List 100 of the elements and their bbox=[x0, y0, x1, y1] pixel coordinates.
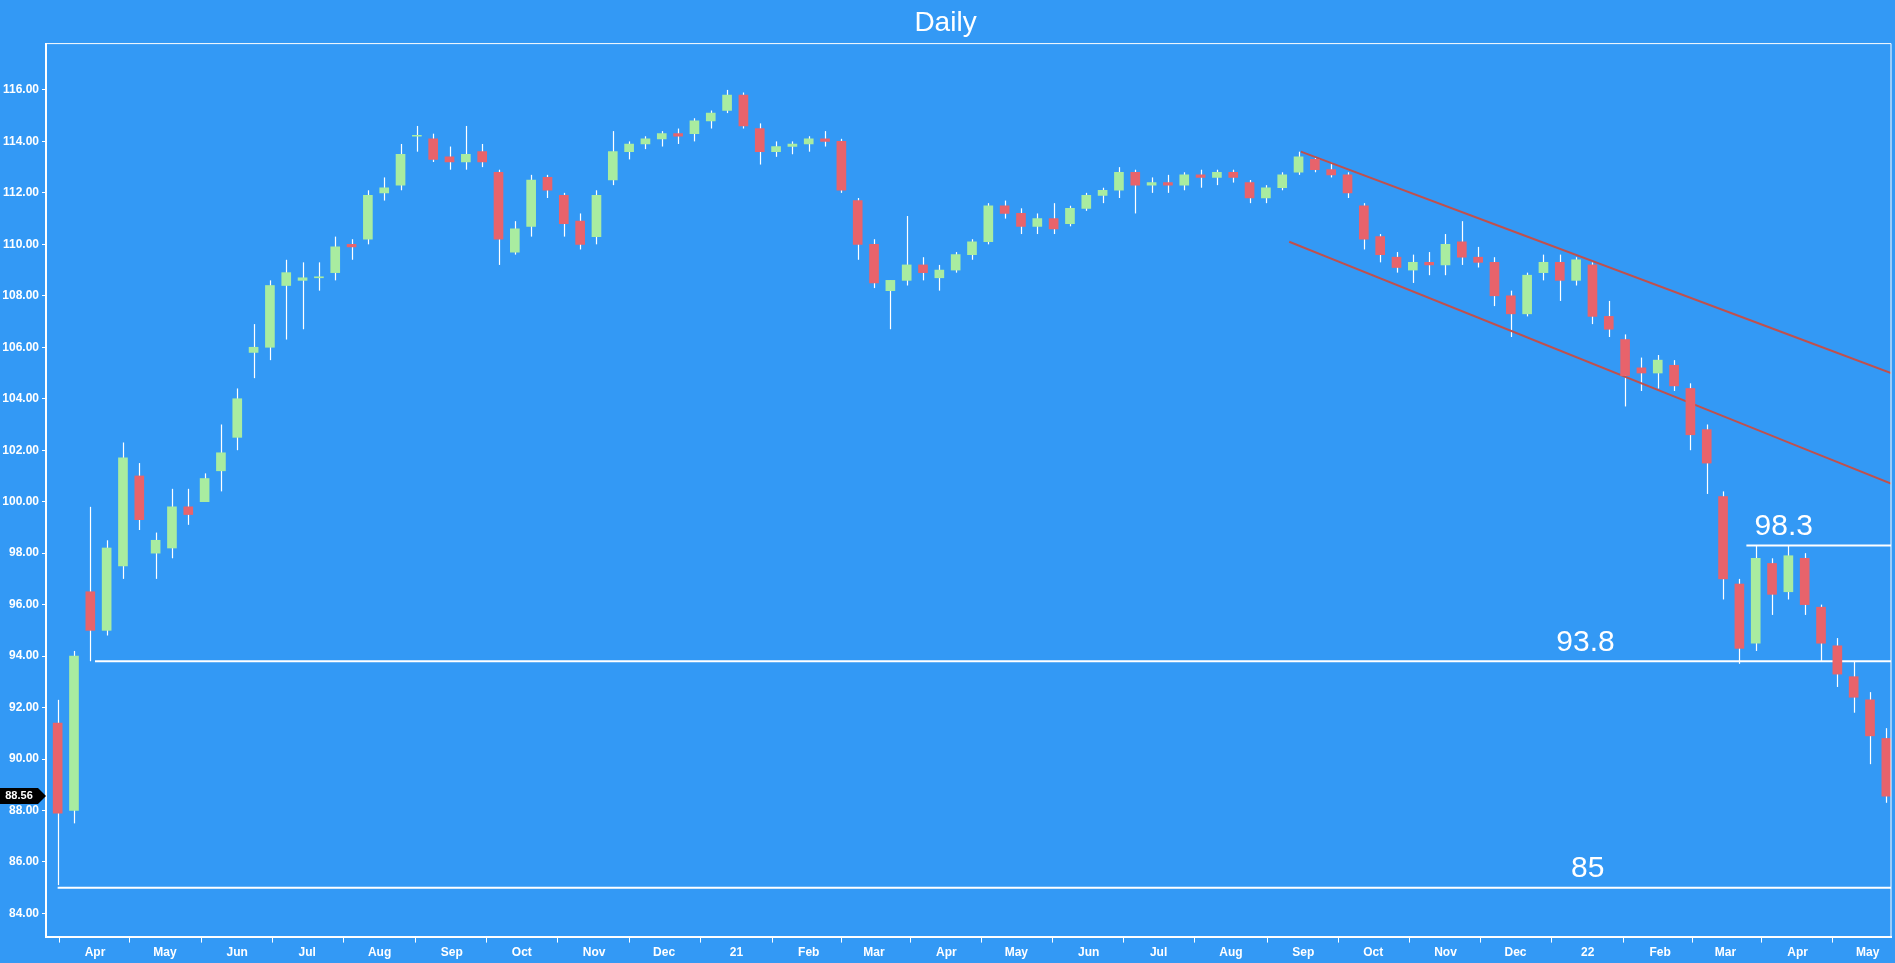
x-tick-label: Feb bbox=[798, 945, 820, 960]
candlestick bbox=[183, 488, 194, 526]
y-tick-label: 98.00 bbox=[8, 545, 40, 560]
annotation: 98.3 bbox=[1754, 507, 1813, 541]
candlestick bbox=[1652, 354, 1663, 390]
candlestick bbox=[1440, 233, 1451, 276]
candlestick bbox=[510, 220, 520, 256]
candlestick bbox=[1293, 151, 1304, 176]
candlestick bbox=[1244, 179, 1255, 204]
candlestick bbox=[314, 261, 324, 292]
candlestick bbox=[379, 176, 390, 202]
candlestick bbox=[999, 199, 1010, 220]
y-tick-label: 100.00 bbox=[2, 493, 40, 508]
candlestick bbox=[901, 215, 912, 287]
y-tick-label: 88.00 bbox=[8, 802, 40, 817]
text: 88.56 bbox=[5, 789, 33, 802]
candlestick bbox=[248, 323, 259, 379]
y-tick-label: 108.00 bbox=[2, 288, 40, 303]
y-tick-label: 90.00 bbox=[8, 751, 40, 766]
annotation: 93.8 bbox=[1556, 623, 1615, 657]
x-tick-label: May bbox=[153, 945, 177, 960]
candlestick bbox=[1130, 169, 1141, 215]
candlestick bbox=[1424, 251, 1434, 276]
candlestick bbox=[1571, 256, 1581, 287]
candlestick bbox=[575, 212, 585, 251]
candlestick bbox=[1179, 171, 1190, 191]
annotation: 85 bbox=[1571, 849, 1605, 883]
y-tick-label: 116.00 bbox=[2, 82, 40, 97]
candlestick bbox=[705, 109, 716, 130]
candlestick bbox=[1163, 174, 1173, 194]
x-tick-label: Apr bbox=[1787, 945, 1809, 960]
x-tick-label: Jul bbox=[1149, 945, 1168, 960]
candlestick bbox=[1277, 171, 1288, 191]
candlestick bbox=[722, 89, 732, 114]
x-tick-label: Mar bbox=[1714, 945, 1737, 960]
x-tick-label: 22 bbox=[1581, 945, 1595, 960]
x-tick-label: Sep bbox=[440, 945, 463, 960]
candlestick bbox=[918, 256, 928, 281]
candlestick bbox=[1669, 359, 1679, 392]
y-tick-label: 92.00 bbox=[8, 699, 40, 714]
x-tick-label: May bbox=[1004, 945, 1029, 960]
x-tick-label: Jun bbox=[226, 945, 248, 960]
candlestick bbox=[1114, 166, 1124, 199]
candlestick bbox=[967, 238, 977, 261]
x-tick-label: Oct bbox=[1363, 945, 1384, 960]
candlestick bbox=[885, 279, 896, 330]
candlestick bbox=[1261, 184, 1271, 204]
chart-title: Daily bbox=[914, 5, 977, 37]
y-tick-label: 106.00 bbox=[2, 339, 40, 354]
y-tick-label: 114.00 bbox=[2, 133, 40, 148]
candlestick bbox=[689, 117, 700, 142]
x-tick-label: Jun bbox=[1077, 945, 1100, 960]
x-tick-label: Jul bbox=[298, 945, 316, 960]
candlestick bbox=[1375, 233, 1386, 263]
candlestick bbox=[950, 251, 961, 274]
candlestick bbox=[1505, 290, 1516, 338]
candlestick bbox=[281, 259, 292, 341]
candlestick bbox=[1032, 212, 1043, 235]
y-tick-label: 86.00 bbox=[8, 854, 40, 869]
x-tick-label: Nov bbox=[1434, 945, 1458, 960]
candlestick bbox=[216, 423, 226, 492]
candlestick bbox=[1081, 192, 1092, 212]
x-tick-label: Aug bbox=[367, 945, 392, 960]
candlestick bbox=[1603, 300, 1614, 338]
candlestick bbox=[1456, 220, 1467, 266]
x-tick-label: Apr bbox=[84, 945, 106, 960]
x-tick-label: Feb bbox=[1649, 945, 1671, 960]
candlestick bbox=[199, 472, 210, 503]
x-tick-label: Oct bbox=[511, 945, 532, 960]
candlestick bbox=[542, 174, 553, 199]
y-tick-label: 96.00 bbox=[8, 596, 40, 611]
candlestick bbox=[1473, 246, 1483, 269]
x-tick-label: Apr bbox=[936, 945, 957, 960]
y-tick-label: 112.00 bbox=[2, 185, 40, 200]
candlestick bbox=[1538, 254, 1549, 281]
candlestick bbox=[461, 125, 471, 171]
x-tick-label: 21 bbox=[729, 945, 744, 960]
candlestick bbox=[1016, 207, 1026, 235]
x-tick-label: May bbox=[1856, 945, 1880, 960]
candlestick bbox=[297, 261, 308, 330]
candlestick bbox=[1391, 251, 1402, 274]
x-tick-label: Dec bbox=[653, 945, 676, 960]
x-tick-label: Dec bbox=[1504, 945, 1527, 960]
candlestick bbox=[1408, 254, 1418, 284]
candlestick bbox=[1554, 254, 1565, 302]
candlestick bbox=[428, 133, 439, 163]
candlestick bbox=[754, 122, 765, 166]
y-tick-label: 110.00 bbox=[2, 236, 40, 251]
candlestick bbox=[624, 140, 634, 161]
y-tick-label: 102.00 bbox=[2, 442, 40, 457]
y-tick-label: 104.00 bbox=[2, 391, 40, 406]
x-tick-label: Nov bbox=[582, 945, 606, 960]
y-tick-label: 84.00 bbox=[8, 905, 40, 920]
candlestick bbox=[412, 125, 422, 153]
x-tick-label: Sep bbox=[1292, 945, 1315, 960]
candlestick bbox=[1342, 171, 1353, 199]
y-tick-label: 94.00 bbox=[8, 648, 40, 663]
candlestick bbox=[1065, 205, 1075, 227]
candlestick bbox=[1048, 202, 1059, 235]
candlestick bbox=[477, 143, 488, 168]
